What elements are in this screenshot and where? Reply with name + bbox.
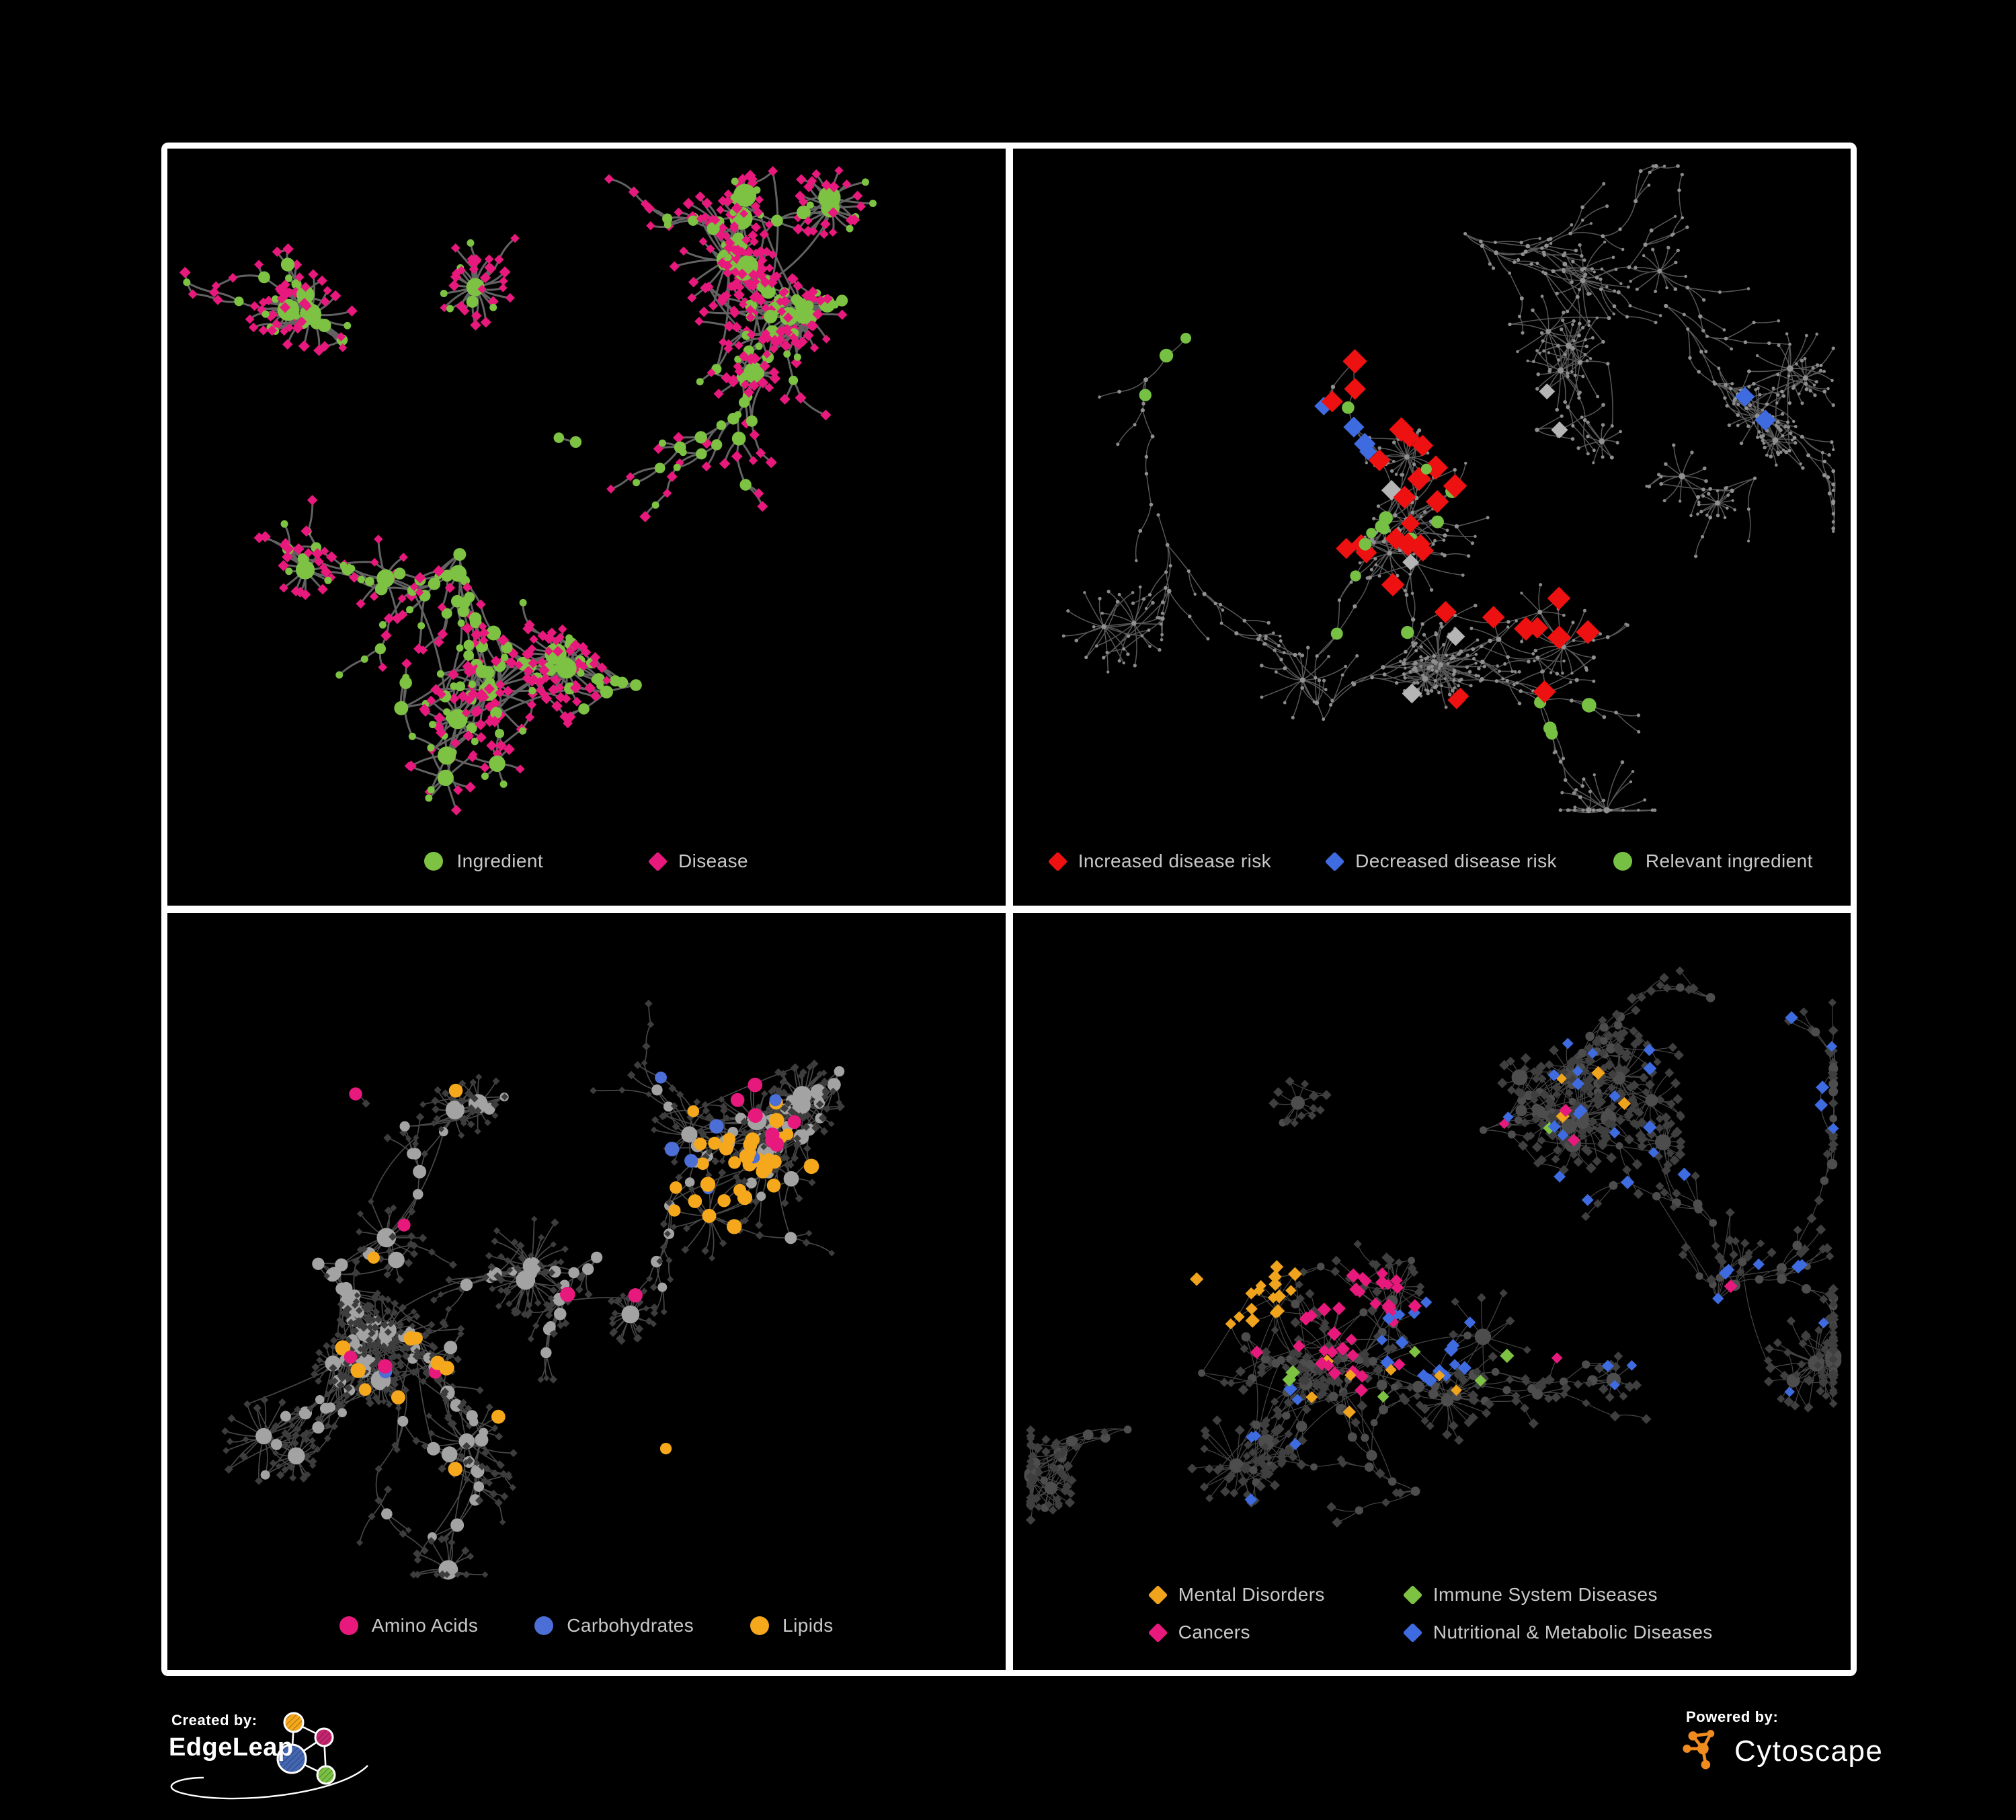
decreased-risk-swatch-icon <box>1324 851 1345 871</box>
nutritional-metabolic-swatch-icon <box>1402 1622 1423 1643</box>
network-graph-disease-risk <box>1061 163 1836 814</box>
legend-item: Nutritional & Metabolic Diseases <box>1402 1622 1713 1643</box>
legend-nutrient-classes: Amino Acids Carbohydrates Lipids <box>167 1615 1006 1636</box>
amino-acids-swatch-icon <box>339 1616 358 1635</box>
panel-disease-risk: Increased disease risk Decreased disease… <box>1012 149 1851 906</box>
legend-label: Amino Acids <box>371 1615 479 1636</box>
mental-disorders-swatch-icon <box>1147 1585 1168 1605</box>
legend-item: Disease <box>647 850 748 872</box>
legend-label: Cancers <box>1178 1622 1250 1643</box>
network-graph-nutrient-classes <box>221 999 845 1580</box>
created-by-label: Created by: <box>171 1712 257 1729</box>
legend-label: Decreased disease risk <box>1355 850 1557 871</box>
carbohydrates-swatch-icon <box>534 1616 554 1635</box>
increased-risk-swatch-icon <box>1047 851 1068 871</box>
legend-label: Immune System Diseases <box>1433 1584 1658 1605</box>
legend-label: Disease <box>678 850 748 871</box>
immune-diseases-swatch-icon <box>1402 1585 1423 1605</box>
legend-label: Ingredient <box>456 850 544 871</box>
legend-item: Ingredient <box>424 850 543 872</box>
legend-item: Decreased disease risk <box>1324 850 1557 872</box>
legend-disease-categories: Mental Disorders Immune System Diseases … <box>1013 1584 1851 1643</box>
relevant-ingredient-swatch-icon <box>1613 852 1632 871</box>
network-graph-ingredient-disease <box>179 166 877 816</box>
edgeleap-network-nodes <box>276 1712 336 1785</box>
legend-disease-risk: Increased disease risk Decreased disease… <box>1013 850 1851 872</box>
edgeleap-wordmark: EdgeLeap <box>169 1733 294 1762</box>
legend-item: Relevant ingredient <box>1613 850 1813 872</box>
panel-nutrient-classes: Amino Acids Carbohydrates Lipids <box>167 913 1006 1670</box>
figure-grid: Ingredient Disease Increased disease ris… <box>161 143 1857 1676</box>
legend-label: Relevant ingredient <box>1645 850 1813 871</box>
legend-item: Increased disease risk <box>1047 850 1272 872</box>
legend-label: Nutritional & Metabolic Diseases <box>1433 1622 1713 1643</box>
edgeleap-credit: Created by: EdgeLeap <box>165 1709 373 1803</box>
disease-swatch-icon <box>647 851 668 871</box>
legend-item: Cancers <box>1147 1622 1325 1643</box>
cytoscape-credit: Powered by: Cytoscape <box>1682 1704 1991 1792</box>
legend-label: Lipids <box>782 1615 834 1636</box>
legend-item: Mental Disorders <box>1147 1584 1325 1606</box>
legend-item: Lipids <box>750 1615 834 1636</box>
ingredient-swatch-icon <box>424 852 444 871</box>
legend-ingredient-disease: Ingredient Disease <box>167 850 1006 872</box>
edgeleap-logo-icon <box>170 1712 368 1800</box>
cancers-swatch-icon <box>1147 1622 1168 1643</box>
legend-item: Carbohydrates <box>534 1615 694 1636</box>
legend-item: Amino Acids <box>339 1615 478 1636</box>
network-graph-disease-categories <box>1023 966 1841 1528</box>
powered-by-label: Powered by: <box>1686 1708 1779 1725</box>
legend-label: Carbohydrates <box>567 1615 694 1636</box>
edgeleap-swoosh <box>170 1765 368 1800</box>
cytoscape-wordmark: Cytoscape <box>1734 1735 1884 1768</box>
panel-disease-categories: Mental Disorders Immune System Diseases … <box>1012 913 1851 1670</box>
cytoscape-logo-icon <box>1683 1730 1715 1770</box>
legend-item: Immune System Diseases <box>1402 1584 1713 1606</box>
cytoscape-network-nodes <box>1683 1730 1715 1770</box>
legend-label: Increased disease risk <box>1078 850 1272 871</box>
legend-label: Mental Disorders <box>1178 1584 1325 1605</box>
lipids-swatch-icon <box>750 1616 770 1635</box>
panel-ingredient-disease: Ingredient Disease <box>167 149 1006 906</box>
